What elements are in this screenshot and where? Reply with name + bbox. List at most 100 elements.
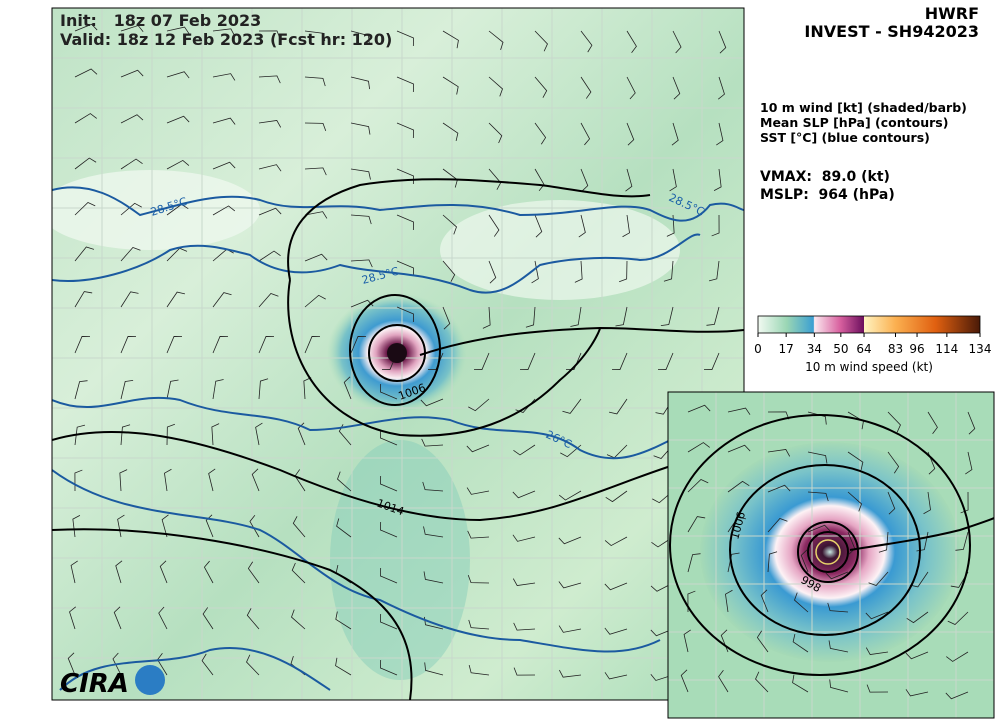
wind-barb — [442, 214, 457, 235]
wind-barb — [467, 530, 490, 539]
wind-barb — [488, 76, 503, 97]
wind-barb — [380, 659, 398, 676]
wind-barb — [120, 247, 141, 262]
colorbar-tick-label: 0 — [754, 342, 762, 356]
wind-barb — [513, 444, 536, 456]
wind-barb — [396, 30, 414, 47]
wind-barb — [829, 679, 849, 693]
wind-barb — [847, 451, 864, 471]
wind-barb — [350, 122, 371, 135]
wind-barb — [666, 214, 675, 237]
wind-barb — [304, 167, 327, 176]
wind-barb — [212, 336, 229, 354]
wind-barb — [246, 608, 260, 630]
wind-barb — [905, 651, 929, 660]
wind-barb — [615, 306, 628, 327]
wind-barb — [672, 30, 682, 54]
wind-barb — [626, 30, 637, 53]
wind-barb — [718, 670, 729, 693]
wind-barb — [442, 306, 451, 330]
wind-barb — [687, 553, 701, 573]
wind-barb — [251, 468, 260, 492]
wind-barb — [166, 336, 183, 354]
wind-barb — [794, 592, 809, 613]
wind-barb — [727, 480, 750, 493]
wind-barb — [396, 214, 414, 231]
wind-barb — [923, 491, 931, 515]
wind-barb — [767, 449, 791, 457]
wind-barb — [965, 451, 973, 475]
wind-barb — [67, 652, 76, 676]
wind-barb — [291, 562, 306, 584]
wind-barb — [680, 669, 689, 693]
wind-barb — [396, 306, 414, 323]
wind-barb — [442, 30, 459, 49]
wind-barb — [560, 444, 582, 458]
mslp: MSLP: 964 (hPa) — [760, 187, 895, 203]
wind-barb — [423, 571, 444, 584]
wind-barb — [727, 444, 751, 453]
colorbar-tick-label: 114 — [935, 342, 958, 356]
wind-barb — [211, 423, 220, 446]
wind-barb — [74, 113, 97, 124]
wind-barb — [756, 630, 769, 653]
wind-barb — [534, 76, 548, 98]
colorbar-tick-label: 96 — [909, 342, 924, 356]
wind-barb — [292, 516, 306, 538]
wind-barb — [442, 76, 459, 95]
wind-barb — [304, 336, 321, 354]
wind-barb — [120, 202, 142, 216]
wind-barb — [423, 526, 444, 538]
field-desc: SST [°C] (blue contours) — [760, 130, 930, 145]
colorbar-tick-label: 17 — [779, 342, 794, 356]
wind-barb — [336, 518, 352, 538]
colorbar-tick-label: 134 — [969, 342, 992, 356]
wind-barb — [604, 582, 628, 591]
wind-barb — [866, 684, 889, 693]
wind-barb — [604, 536, 628, 547]
valid-time: Valid: 18z 12 Feb 2023 (Fcst hr: 120) — [60, 30, 392, 49]
wind-barb — [650, 628, 674, 637]
wind-barb — [558, 625, 582, 633]
wind-barb — [727, 552, 740, 573]
wind-barb — [887, 451, 900, 474]
wind-barb — [672, 76, 681, 100]
wind-barb — [767, 484, 791, 493]
wind-barb — [161, 514, 169, 538]
wind-barb — [807, 411, 827, 425]
wind-barb — [119, 469, 128, 492]
wind-barb — [115, 560, 123, 584]
wind-barb — [669, 168, 677, 192]
wind-barb — [258, 30, 281, 39]
wind-barb — [380, 613, 398, 630]
wind-barb — [906, 611, 929, 624]
wind-barb — [212, 73, 236, 81]
wind-barb — [687, 479, 709, 493]
wind-barb — [258, 164, 282, 172]
wind-barb — [468, 619, 490, 630]
wind-barb — [619, 260, 628, 283]
wind-barb — [112, 652, 122, 676]
wind-barb — [512, 578, 536, 586]
wind-barb — [519, 352, 536, 370]
wind-barb — [703, 352, 720, 370]
logo: CIRA — [60, 669, 129, 699]
wind-barb — [760, 589, 769, 613]
colorbar-tick-label: 64 — [856, 342, 871, 356]
wind-barb — [955, 531, 969, 551]
wind-barb — [960, 491, 969, 514]
wind-barb — [427, 352, 444, 370]
wind-barb — [580, 122, 591, 146]
wind-barb — [255, 422, 263, 446]
wind-barb — [304, 30, 326, 42]
wind-barb — [570, 306, 582, 327]
wind-barb — [488, 30, 504, 51]
wind-barb — [513, 622, 536, 631]
wind-barb — [604, 627, 628, 635]
init-time: Init: 18z 07 Feb 2023 — [60, 11, 261, 30]
wind-barb — [258, 75, 281, 84]
wind-barb — [767, 551, 778, 573]
wind-barb — [396, 168, 414, 185]
wind-barb — [580, 168, 589, 192]
wind-barb — [212, 161, 236, 170]
